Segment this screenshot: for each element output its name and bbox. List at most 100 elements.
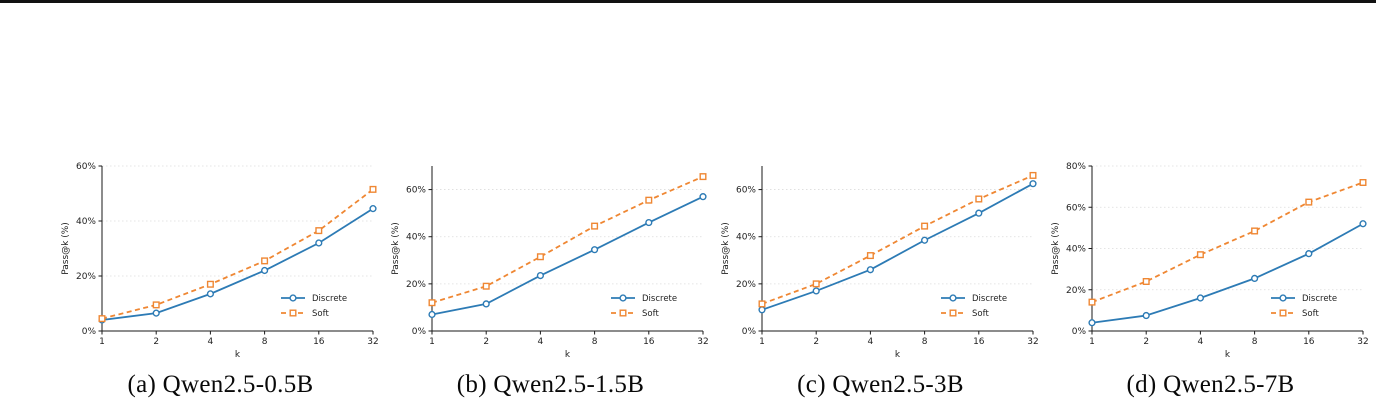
marker-soft <box>1088 298 1096 306</box>
x-tick-label: 8 <box>1252 337 1258 347</box>
line-chart-svg: 0% 20% 40% 60% 1 2 4 8 16 32 k Pass@k (%) Discrete So… <box>391 166 709 360</box>
y-tick-label: 40% <box>736 233 756 243</box>
x-tick-label: 8 <box>262 337 268 347</box>
y-tick-label: 0% <box>742 327 757 337</box>
marker-discrete <box>1196 294 1205 302</box>
x-tick-label: 2 <box>483 337 489 347</box>
marker-discrete <box>289 294 297 302</box>
legend-label-discrete: Discrete <box>312 294 347 304</box>
marker-soft <box>758 300 766 308</box>
marker-soft <box>1305 198 1313 206</box>
marker-soft <box>482 282 490 290</box>
marker-soft <box>1251 227 1259 235</box>
x-axis-label: k <box>1225 350 1231 360</box>
chart-caption-d: (d) Qwen2.5-7B <box>1126 371 1295 398</box>
x-tick-label: 1 <box>1089 337 1095 347</box>
marker-discrete <box>1279 294 1287 302</box>
chart-qwen2.5-0.5b: 0% 20% 40% 60% 1 2 4 8 16 32 k Pass@k (%) Discrete So… <box>58 160 383 365</box>
marker-soft <box>1279 309 1287 317</box>
marker-soft <box>152 301 160 309</box>
series-line-soft <box>431 175 704 304</box>
x-tick-label: 8 <box>592 337 598 347</box>
marker-discrete <box>482 300 490 308</box>
marker-soft <box>949 309 957 317</box>
x-tick-label: 4 <box>208 337 214 347</box>
x-axis-label: k <box>565 350 571 360</box>
marker-discrete <box>921 236 929 244</box>
legend-label-soft: Soft <box>1302 309 1319 319</box>
marker-discrete <box>206 290 215 298</box>
chart-caption-a: (a) Qwen2.5-0.5B <box>127 371 314 398</box>
marker-discrete <box>1359 220 1367 228</box>
legend-label-discrete: Discrete <box>642 294 677 304</box>
x-tick-label: 32 <box>697 337 708 347</box>
chart-qwen2.5-3b: 0% 20% 40% 60% 1 2 4 8 16 32 k Pass@k (%) Discrete So… <box>718 160 1043 365</box>
marker-soft <box>1359 179 1367 187</box>
top-horizontal-rule <box>0 0 1376 3</box>
series-line-soft <box>1091 181 1364 303</box>
chart-caption-b: (b) Qwen2.5-1.5B <box>456 371 645 398</box>
marker-discrete <box>1142 311 1150 320</box>
legend-label-soft: Soft <box>312 309 329 319</box>
marker-discrete <box>261 266 269 275</box>
y-tick-label: 40% <box>1066 245 1086 255</box>
y-tick-label: 20% <box>406 280 426 290</box>
marker-discrete <box>812 287 820 295</box>
marker-discrete <box>1251 274 1259 283</box>
marker-discrete <box>1305 250 1313 258</box>
figure-panels-row: 0% 20% 40% 60% 1 2 4 8 16 32 k Pass@k (%) Discrete So… <box>58 160 1373 399</box>
y-tick-label: 60% <box>76 162 96 172</box>
marker-soft <box>975 195 983 203</box>
chart-qwen2.5-7b: 0% 20% 40% 60% 80% 1 2 4 8 16 32 k Pass@k (%) Discret… <box>1048 160 1373 365</box>
marker-discrete <box>949 294 957 302</box>
marker-discrete <box>369 205 377 213</box>
marker-soft <box>536 253 544 261</box>
chart-panel-c: 0% 20% 40% 60% 1 2 4 8 16 32 k Pass@k (%) Discrete So… <box>718 160 1043 399</box>
marker-discrete <box>315 239 323 247</box>
x-tick-label: 16 <box>1303 337 1315 347</box>
x-tick-label: 1 <box>759 337 765 347</box>
y-tick-label: 20% <box>1066 286 1086 296</box>
marker-soft <box>315 227 323 235</box>
series-line-soft <box>101 188 374 320</box>
y-tick-label: 20% <box>736 280 756 290</box>
marker-discrete <box>428 310 436 319</box>
marker-soft <box>98 315 106 323</box>
marker-discrete <box>591 246 599 254</box>
y-tick-label: 0% <box>82 327 97 337</box>
line-chart-svg: 0% 20% 40% 60% 1 2 4 8 16 32 k Pass@k (%) Discrete So… <box>61 162 379 360</box>
series-line-discrete <box>1091 222 1364 324</box>
y-tick-label: 60% <box>406 186 426 196</box>
series-line-discrete <box>101 207 374 321</box>
y-tick-label: 60% <box>1066 203 1086 213</box>
y-axis-label: Pass@k (%) <box>721 222 731 275</box>
marker-discrete <box>1029 180 1037 188</box>
line-chart-svg: 0% 20% 40% 60% 80% 1 2 4 8 16 32 k Pass@k (%) Discret… <box>1051 162 1369 360</box>
chart-caption-c: (c) Qwen2.5-3B <box>797 371 964 398</box>
marker-discrete <box>536 272 545 280</box>
x-tick-label: 32 <box>1027 337 1038 347</box>
x-tick-label: 16 <box>643 337 655 347</box>
marker-discrete <box>152 309 160 317</box>
x-tick-label: 2 <box>813 337 819 347</box>
series-line-soft <box>761 174 1034 305</box>
legend-label-discrete: Discrete <box>972 294 1007 304</box>
y-tick-label: 60% <box>736 186 756 196</box>
x-tick-label: 32 <box>1357 337 1368 347</box>
chart-qwen2.5-1.5b: 0% 20% 40% 60% 1 2 4 8 16 32 k Pass@k (%) Discrete So… <box>388 160 713 365</box>
y-axis-label: Pass@k (%) <box>391 222 401 275</box>
marker-soft <box>619 309 627 317</box>
x-tick-label: 2 <box>153 337 159 347</box>
marker-soft <box>866 252 874 260</box>
y-tick-label: 80% <box>1066 162 1086 172</box>
legend-label-soft: Soft <box>642 309 659 319</box>
chart-panel-d: 0% 20% 40% 60% 80% 1 2 4 8 16 32 k Pass@k (%) Discret… <box>1048 160 1373 399</box>
y-tick-label: 20% <box>76 272 96 282</box>
y-tick-label: 0% <box>1072 327 1087 337</box>
x-tick-label: 1 <box>99 337 105 347</box>
series-line-discrete <box>431 195 704 316</box>
line-chart-svg: 0% 20% 40% 60% 1 2 4 8 16 32 k Pass@k (%) Discrete So… <box>721 166 1039 360</box>
y-axis-label: Pass@k (%) <box>1051 222 1061 275</box>
y-tick-label: 40% <box>406 233 426 243</box>
x-tick-label: 8 <box>922 337 928 347</box>
